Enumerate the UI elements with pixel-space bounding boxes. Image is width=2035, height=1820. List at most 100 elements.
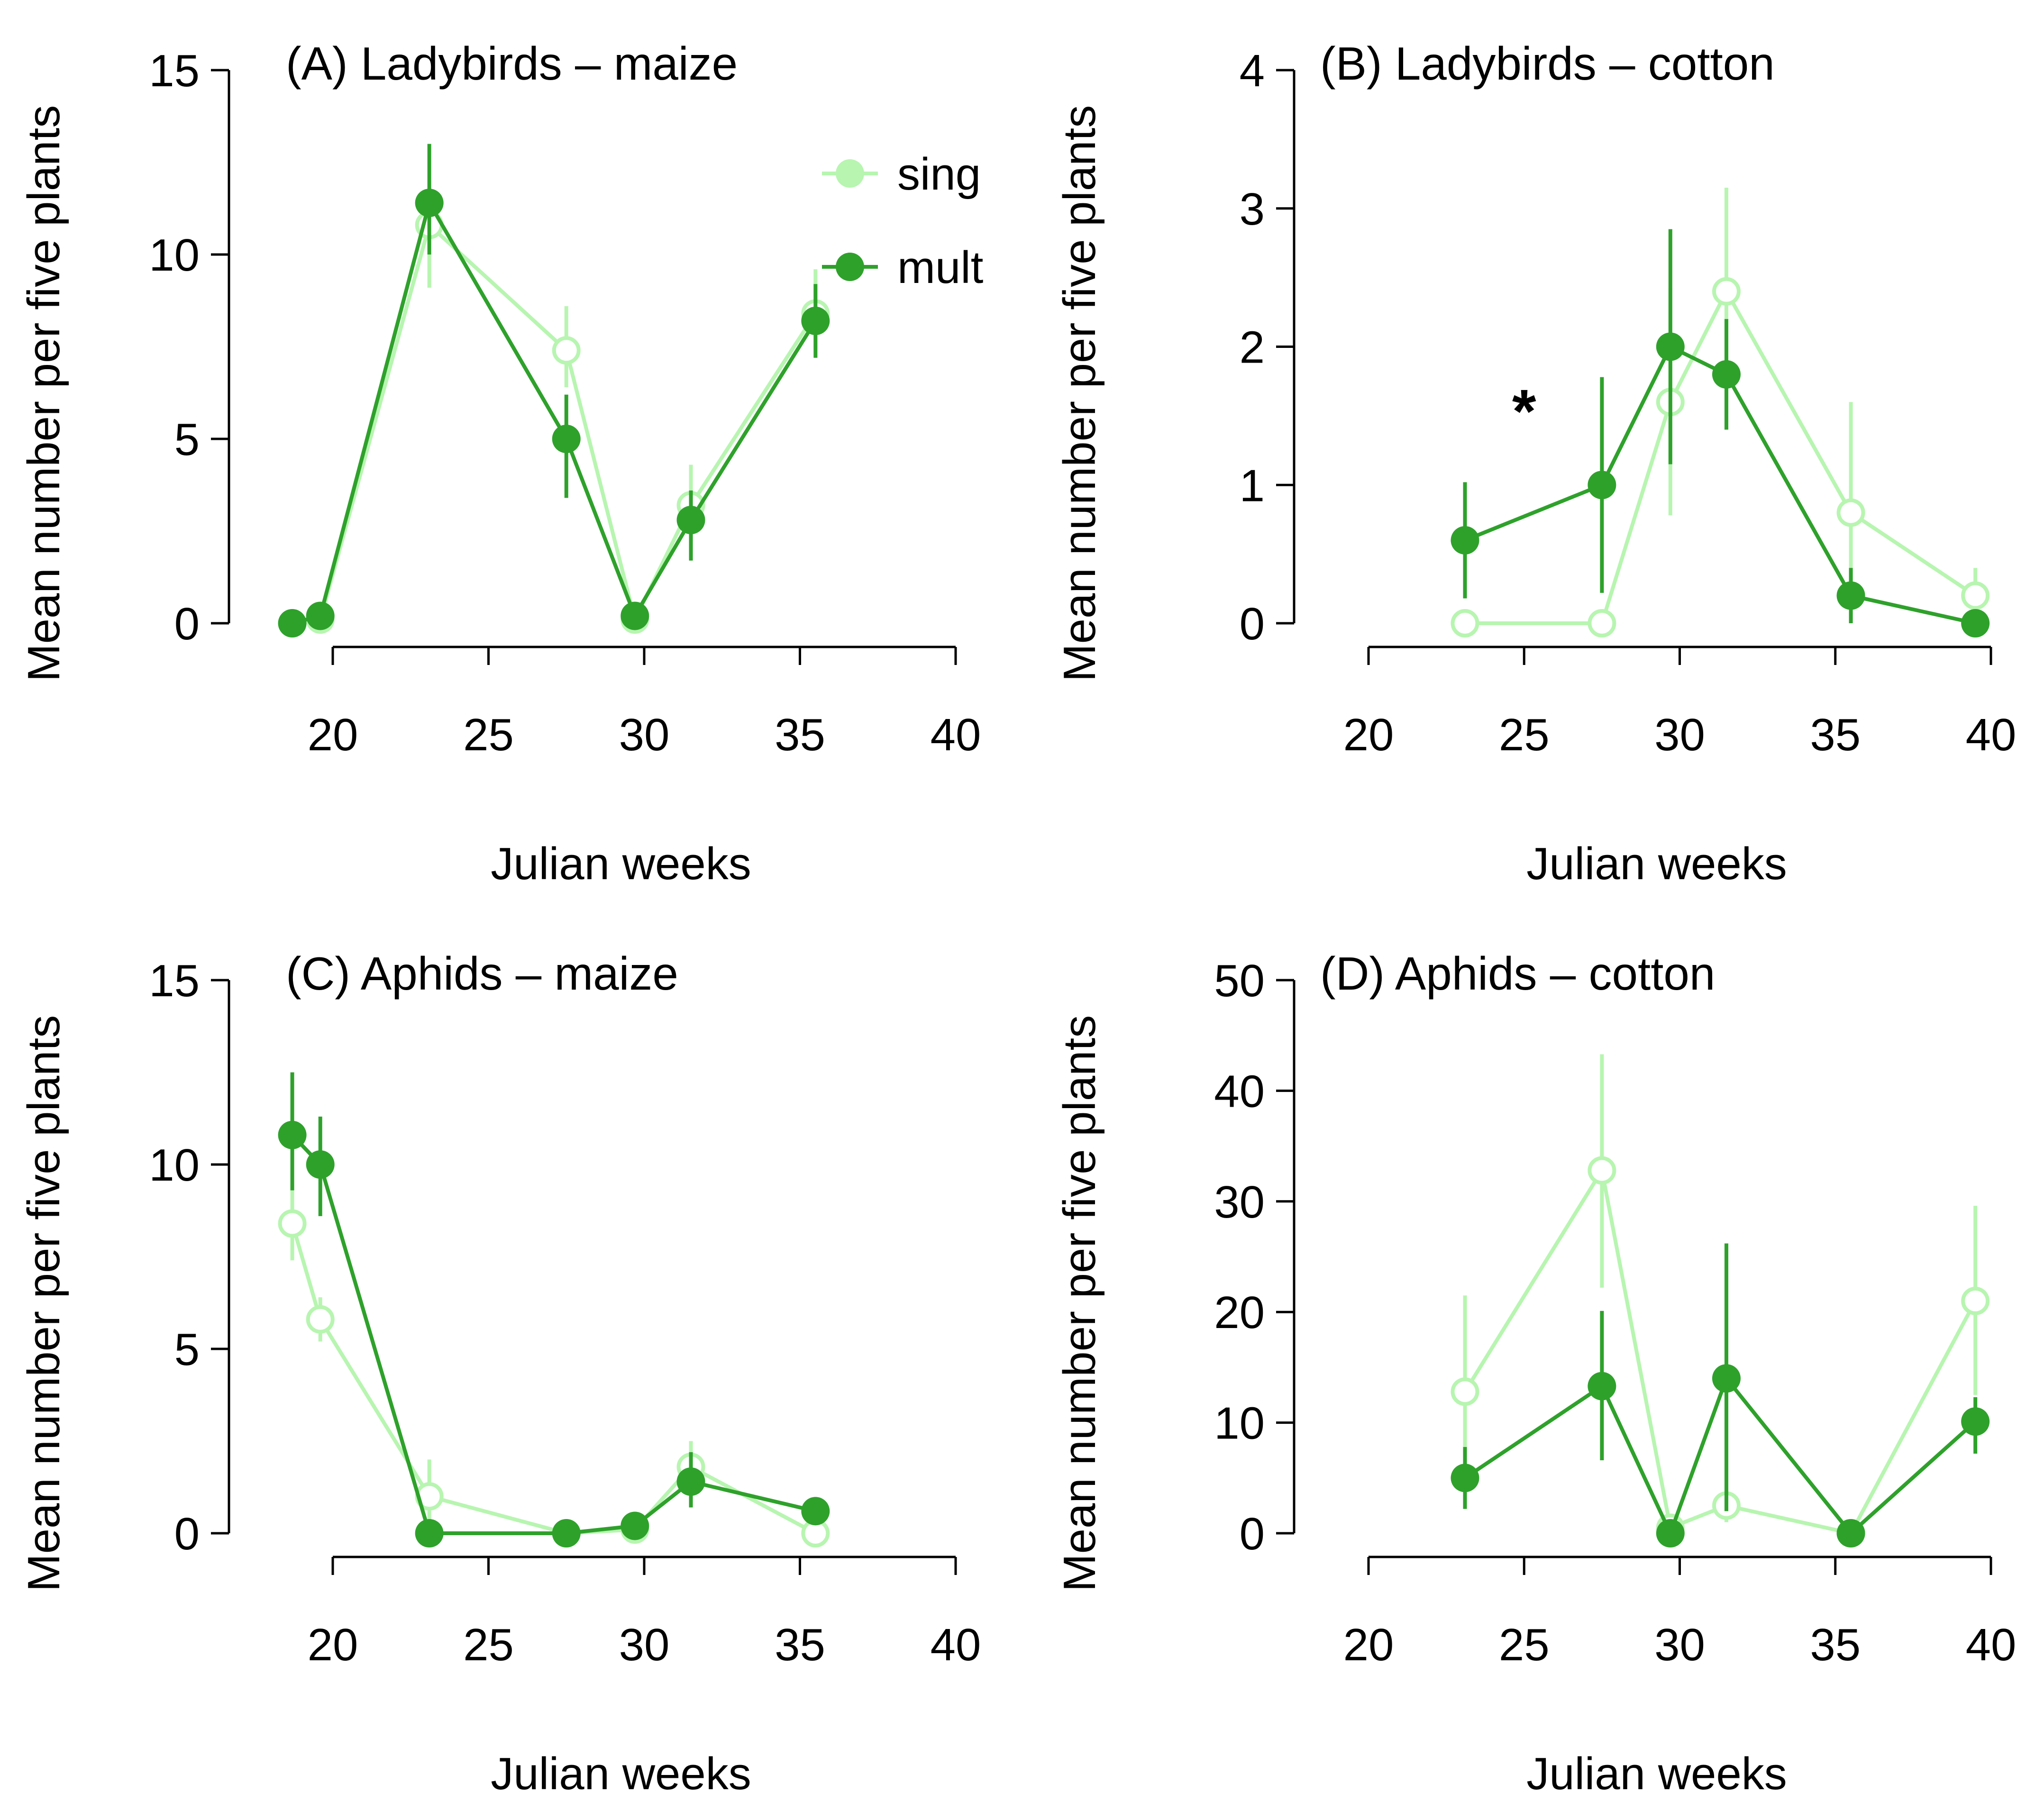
x-tick-label: 30 — [1654, 1620, 1705, 1670]
x-axis-title: Julian weeks — [491, 838, 751, 889]
data-point-single — [1712, 277, 1741, 306]
panel-title: (A) Ladybirds – maize — [286, 37, 738, 90]
data-point-multi — [1656, 332, 1685, 361]
series-line-multi — [1464, 345, 1976, 625]
legend-entry-single: sing — [822, 149, 981, 200]
data-point-single — [1588, 609, 1616, 637]
significance-marker: * — [1512, 376, 1536, 446]
legend-marker-multi — [836, 253, 864, 281]
data-point-multi — [621, 601, 649, 630]
y-tick-label: 15 — [149, 956, 200, 1006]
data-point-multi — [1961, 1407, 1990, 1436]
data-point-single — [1451, 1377, 1479, 1406]
y-tick-label: 2 — [1240, 322, 1265, 373]
data-point-single — [1961, 1286, 1990, 1315]
x-tick-label: 20 — [1343, 710, 1394, 760]
data-point-multi — [676, 1467, 705, 1496]
y-tick-label: 30 — [1214, 1177, 1265, 1228]
y-tick-label: 10 — [149, 1140, 200, 1191]
data-point-multi — [278, 609, 307, 637]
y-tick-label: 15 — [149, 46, 200, 96]
legend-label-multi: mult — [897, 242, 983, 293]
data-point-multi — [621, 1511, 649, 1540]
x-tick-label: 40 — [931, 1620, 981, 1670]
data-point-multi — [278, 1120, 307, 1149]
y-tick-label: 1 — [1240, 460, 1265, 511]
panel-a: (A) Ladybirds – maize Mean number per fi… — [18, 37, 983, 889]
y-axis-title: Mean number per five plants — [18, 105, 69, 682]
x-tick-label: 30 — [1654, 710, 1705, 760]
data-point-single — [278, 1209, 307, 1238]
data-point-multi — [552, 1519, 581, 1547]
legend-label-single: sing — [897, 149, 981, 200]
data-point-single — [552, 336, 581, 365]
data-point-multi — [801, 1497, 830, 1526]
data-point-multi — [1836, 581, 1865, 610]
y-axis-title: Mean number per five plants — [1054, 105, 1105, 682]
data-point-multi — [1712, 360, 1741, 389]
y-tick-label: 10 — [1214, 1398, 1265, 1449]
series-line-multi — [1464, 1376, 1977, 1535]
x-tick-label: 35 — [1810, 1620, 1861, 1670]
y-tick-label: 40 — [1214, 1066, 1265, 1117]
series-multi — [1451, 1243, 1990, 1547]
y-tick-label: 50 — [1214, 956, 1265, 1006]
x-tick-label: 30 — [619, 710, 670, 760]
data-point-multi — [552, 425, 581, 453]
y-tick-label: 10 — [149, 230, 200, 281]
legend: sing mult — [822, 149, 983, 293]
data-point-single — [306, 1305, 335, 1334]
y-tick-label: 5 — [174, 1324, 200, 1375]
panel-title: (C) Aphids – maize — [286, 947, 678, 1000]
data-point-single — [1961, 581, 1990, 610]
data-point-multi — [1836, 1519, 1865, 1547]
y-tick-label: 5 — [174, 414, 200, 465]
x-tick-label: 35 — [775, 710, 825, 760]
y-axis-title: Mean number per five plants — [1054, 1015, 1105, 1592]
data-point-multi — [1588, 1372, 1616, 1401]
panel-c: (C) Aphids – maize Mean number per five … — [18, 947, 981, 1799]
series-multi — [278, 144, 830, 637]
series-multi — [278, 1072, 830, 1547]
x-tick-label: 35 — [775, 1620, 825, 1670]
y-axis-title: Mean number per five plants — [18, 1015, 69, 1592]
data-point-multi — [1451, 526, 1479, 555]
data-point-multi — [1451, 1464, 1479, 1492]
panel-title: (D) Aphids – cotton — [1320, 947, 1715, 1000]
data-point-multi — [415, 189, 444, 218]
y-tick-label: 3 — [1240, 184, 1265, 235]
x-tick-label: 20 — [1343, 1620, 1394, 1670]
data-point-multi — [1656, 1519, 1685, 1547]
data-point-multi — [1961, 609, 1990, 637]
data-point-multi — [306, 1150, 335, 1179]
x-tick-label: 25 — [463, 710, 514, 760]
data-point-multi — [415, 1519, 444, 1547]
y-tick-label: 0 — [1240, 1509, 1265, 1559]
y-tick-label: 4 — [1240, 46, 1265, 96]
data-point-multi — [1712, 1364, 1741, 1393]
x-tick-label: 40 — [931, 710, 981, 760]
x-tick-label: 30 — [619, 1620, 670, 1670]
series-multi — [1451, 229, 1990, 637]
legend-marker-single — [836, 159, 864, 188]
data-point-multi — [1588, 471, 1616, 500]
series-line-single — [1465, 289, 1977, 625]
x-tick-label: 25 — [463, 1620, 514, 1670]
x-tick-label: 35 — [1810, 710, 1861, 760]
panel-d: (D) Aphids – cotton Mean number per five… — [1054, 947, 2016, 1799]
data-point-multi — [306, 601, 335, 630]
x-axis-title: Julian weeks — [491, 1748, 751, 1799]
data-point-single — [1588, 1156, 1616, 1185]
x-tick-label: 20 — [308, 710, 358, 760]
legend-entry-multi: mult — [822, 242, 983, 293]
panel-title: (B) Ladybirds – cotton — [1320, 37, 1775, 90]
y-tick-label: 0 — [174, 1509, 200, 1559]
x-tick-label: 20 — [308, 1620, 358, 1670]
series-line-single — [1463, 1168, 1977, 1535]
x-axis-title: Julian weeks — [1526, 1748, 1787, 1799]
x-tick-label: 25 — [1499, 1620, 1550, 1670]
x-axis-title: Julian weeks — [1526, 838, 1787, 889]
y-tick-label: 20 — [1214, 1287, 1265, 1338]
